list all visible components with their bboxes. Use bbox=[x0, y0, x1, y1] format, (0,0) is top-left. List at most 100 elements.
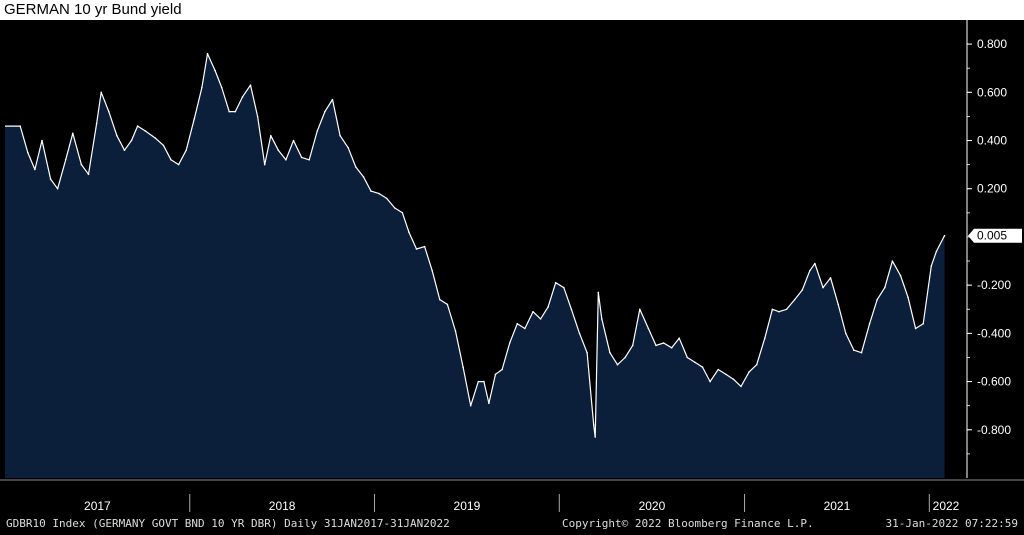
data-point bbox=[277, 149, 280, 151]
data-point bbox=[884, 286, 886, 289]
data-point bbox=[136, 125, 139, 127]
chart-title: GERMAN 10 yr Bund yield bbox=[4, 1, 182, 18]
data-point bbox=[100, 91, 102, 94]
footer-source: GDBR10 Index (GERMANY GOVT BND 10 YR DBR… bbox=[6, 517, 450, 530]
footer: GDBR10 Index (GERMANY GOVT BND 10 YR DBR… bbox=[0, 514, 1024, 535]
data-point bbox=[87, 173, 90, 176]
data-point bbox=[814, 262, 816, 265]
data-point bbox=[717, 368, 719, 371]
data-point bbox=[891, 260, 894, 262]
data-point bbox=[532, 310, 534, 313]
data-point bbox=[740, 385, 742, 388]
data-point bbox=[394, 207, 396, 209]
data-point bbox=[316, 130, 319, 132]
data-point bbox=[686, 356, 689, 359]
x-tick-label: 2022 bbox=[933, 499, 960, 513]
data-point bbox=[624, 356, 626, 359]
data-point bbox=[355, 166, 357, 168]
data-point bbox=[439, 298, 441, 301]
data-point bbox=[655, 344, 657, 347]
y-tick-label: 0.400 bbox=[977, 134, 1007, 148]
data-point bbox=[907, 296, 909, 299]
x-tick-label: 2019 bbox=[454, 499, 481, 513]
data-point bbox=[130, 139, 133, 142]
data-point bbox=[80, 163, 83, 166]
data-point bbox=[454, 330, 457, 332]
data-point bbox=[144, 130, 146, 132]
data-point bbox=[285, 159, 287, 161]
data-point bbox=[228, 110, 230, 113]
data-point bbox=[631, 344, 634, 347]
data-point bbox=[431, 269, 434, 272]
data-point bbox=[639, 308, 641, 311]
data-point bbox=[19, 125, 22, 127]
data-point bbox=[709, 380, 711, 383]
data-point bbox=[170, 159, 172, 161]
data-point bbox=[415, 248, 418, 250]
data-point bbox=[362, 175, 365, 178]
data-point bbox=[837, 303, 839, 306]
data-point bbox=[678, 337, 680, 340]
y-tick-label: 0.600 bbox=[977, 85, 1007, 99]
last-value-label: 0.005 bbox=[977, 229, 1007, 243]
data-point bbox=[123, 149, 126, 151]
data-point bbox=[34, 168, 36, 171]
data-point bbox=[488, 402, 490, 405]
plot-area bbox=[0, 20, 1024, 478]
data-point bbox=[378, 192, 380, 195]
data-point bbox=[477, 380, 480, 383]
data-point bbox=[539, 318, 542, 320]
axes: 0.800 0.600 0.400 0.200 -0.200 -0.400 -0.600 -0… bbox=[0, 20, 1024, 513]
data-point bbox=[193, 118, 196, 120]
data-point bbox=[516, 322, 519, 325]
data-point bbox=[793, 298, 796, 301]
data-point bbox=[185, 149, 187, 151]
data-point bbox=[860, 351, 863, 354]
data-point bbox=[300, 156, 303, 159]
data-point bbox=[701, 366, 704, 368]
y-tick-label: -0.800 bbox=[977, 423, 1011, 437]
y-tick-label: -0.400 bbox=[977, 326, 1011, 340]
y-tick-label: 0.800 bbox=[977, 37, 1007, 51]
last-value-marker bbox=[968, 228, 1022, 243]
data-point bbox=[845, 332, 847, 335]
data-point bbox=[732, 378, 735, 381]
data-point bbox=[308, 159, 311, 161]
data-point bbox=[554, 281, 557, 284]
data-point bbox=[331, 98, 334, 101]
data-point bbox=[586, 351, 588, 354]
data-point bbox=[524, 327, 526, 330]
data-point bbox=[616, 363, 619, 366]
data-point bbox=[339, 134, 341, 137]
data-point bbox=[116, 134, 118, 137]
data-point bbox=[270, 134, 272, 137]
data-point bbox=[324, 110, 326, 113]
data-point bbox=[547, 306, 549, 308]
data-point bbox=[868, 322, 871, 325]
data-point bbox=[609, 351, 611, 354]
data-point bbox=[263, 163, 266, 166]
data-point bbox=[469, 404, 472, 407]
data-point bbox=[234, 110, 237, 113]
data-point bbox=[241, 96, 244, 98]
data-point bbox=[201, 86, 203, 89]
data-point bbox=[95, 122, 98, 125]
data-point bbox=[72, 132, 74, 135]
data-point bbox=[914, 327, 917, 330]
data-point bbox=[162, 144, 165, 147]
data-point bbox=[601, 318, 603, 320]
data-point bbox=[943, 234, 946, 237]
y-tick-label: -0.600 bbox=[977, 375, 1011, 389]
y-tick-label: -0.200 bbox=[977, 278, 1011, 292]
data-point bbox=[41, 139, 43, 142]
data-point bbox=[876, 298, 878, 301]
data-point bbox=[370, 190, 372, 192]
data-point bbox=[27, 151, 29, 154]
data-point bbox=[385, 197, 388, 200]
data-point bbox=[401, 212, 404, 214]
data-point bbox=[899, 274, 902, 277]
data-point bbox=[647, 327, 650, 330]
footer-timestamp: 31-Jan-2022 07:22:59 bbox=[885, 517, 1018, 530]
data-point bbox=[408, 231, 410, 233]
data-point bbox=[570, 308, 573, 311]
